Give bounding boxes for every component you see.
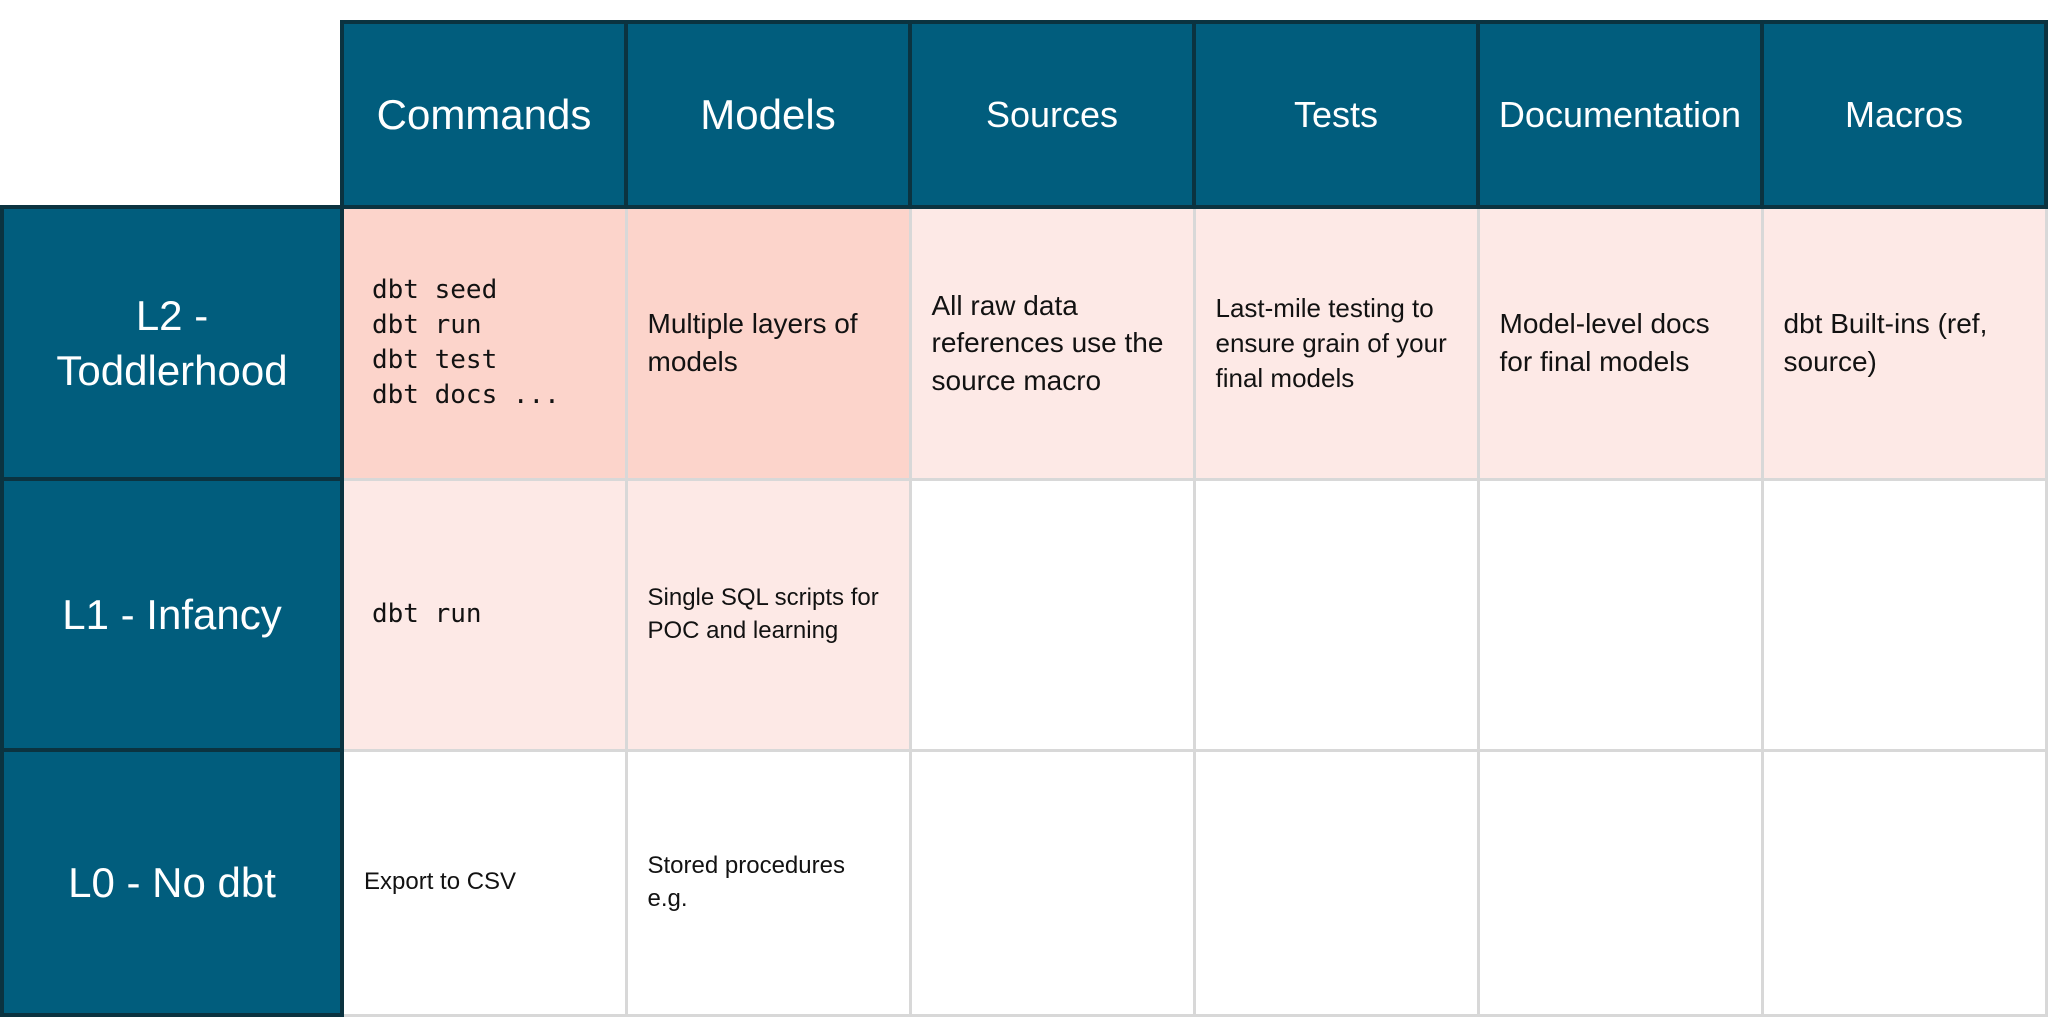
cell-l2-commands: dbt seed dbt run dbt test dbt docs ... bbox=[340, 205, 628, 481]
cell-text: Export to CSV bbox=[364, 868, 517, 896]
cell-text: Stored procedures e.g. bbox=[647, 852, 845, 912]
column-header-tests: Tests bbox=[1192, 20, 1480, 209]
cell-text: Multiple layers of models bbox=[647, 308, 858, 378]
cell-text: Single SQL scripts for POC and learning bbox=[647, 584, 879, 644]
column-header-row: Commands Models Sources Tests Documentat… bbox=[2, 20, 2048, 209]
row-header-l2-toddlerhood: L2 - Toddlerhood bbox=[0, 205, 344, 481]
cell-l1-macros bbox=[1760, 477, 2048, 752]
cell-l2-documentation: Model-level docs for final models bbox=[1476, 205, 1764, 481]
cell-l0-macros bbox=[1760, 748, 2048, 1017]
cell-l0-models: Stored procedures e.g. bbox=[624, 748, 912, 1017]
cell-l2-models: Multiple layers of models bbox=[624, 205, 912, 481]
cell-text: Model-level docs for final models bbox=[1499, 308, 1710, 378]
column-header-commands: Commands bbox=[340, 20, 628, 209]
cell-l2-sources: All raw data references use the source m… bbox=[908, 205, 1196, 481]
cell-l2-tests: Last-mile testing to ensure grain of you… bbox=[1192, 205, 1480, 481]
cell-text: dbt Built-ins (ref, source) bbox=[1783, 308, 1988, 378]
dbt-maturity-table: Commands Models Sources Tests Documentat… bbox=[0, 20, 2048, 1017]
cell-l1-commands: dbt run bbox=[340, 477, 628, 752]
cell-text: dbt run bbox=[372, 598, 482, 629]
table-row-l1-infancy: L1 - Infancy dbt run Single SQL scripts … bbox=[0, 477, 2048, 752]
cell-l1-sources bbox=[908, 477, 1196, 752]
cell-l1-documentation bbox=[1476, 477, 1764, 752]
cell-l2-macros: dbt Built-ins (ref, source) bbox=[1760, 205, 2048, 481]
column-header-models: Models bbox=[624, 20, 912, 209]
cell-l0-documentation bbox=[1476, 748, 1764, 1017]
cell-text: All raw data references use the source m… bbox=[931, 289, 1164, 397]
cell-l0-commands: Export to CSV bbox=[340, 748, 628, 1017]
table-row-l0-no-dbt: L0 - No dbt Export to CSV Stored procedu… bbox=[0, 748, 2048, 1017]
cell-text: Last-mile testing to ensure grain of you… bbox=[1215, 292, 1447, 393]
cell-l0-sources bbox=[908, 748, 1196, 1017]
row-header-l1-infancy: L1 - Infancy bbox=[0, 477, 344, 752]
cell-text: dbt seed dbt run dbt test dbt docs ... bbox=[372, 275, 560, 411]
corner-cell bbox=[2, 22, 342, 207]
cell-l1-models: Single SQL scripts for POC and learning bbox=[624, 477, 912, 752]
table-row-l2-toddlerhood: L2 - Toddlerhood dbt seed dbt run dbt te… bbox=[0, 205, 2048, 481]
column-header-macros: Macros bbox=[1760, 20, 2048, 209]
row-header-l0-no-dbt: L0 - No dbt bbox=[0, 748, 344, 1017]
cell-l0-tests bbox=[1192, 748, 1480, 1017]
column-header-sources: Sources bbox=[908, 20, 1196, 209]
column-header-documentation: Documentation bbox=[1476, 20, 1764, 209]
cell-l1-tests bbox=[1192, 477, 1480, 752]
